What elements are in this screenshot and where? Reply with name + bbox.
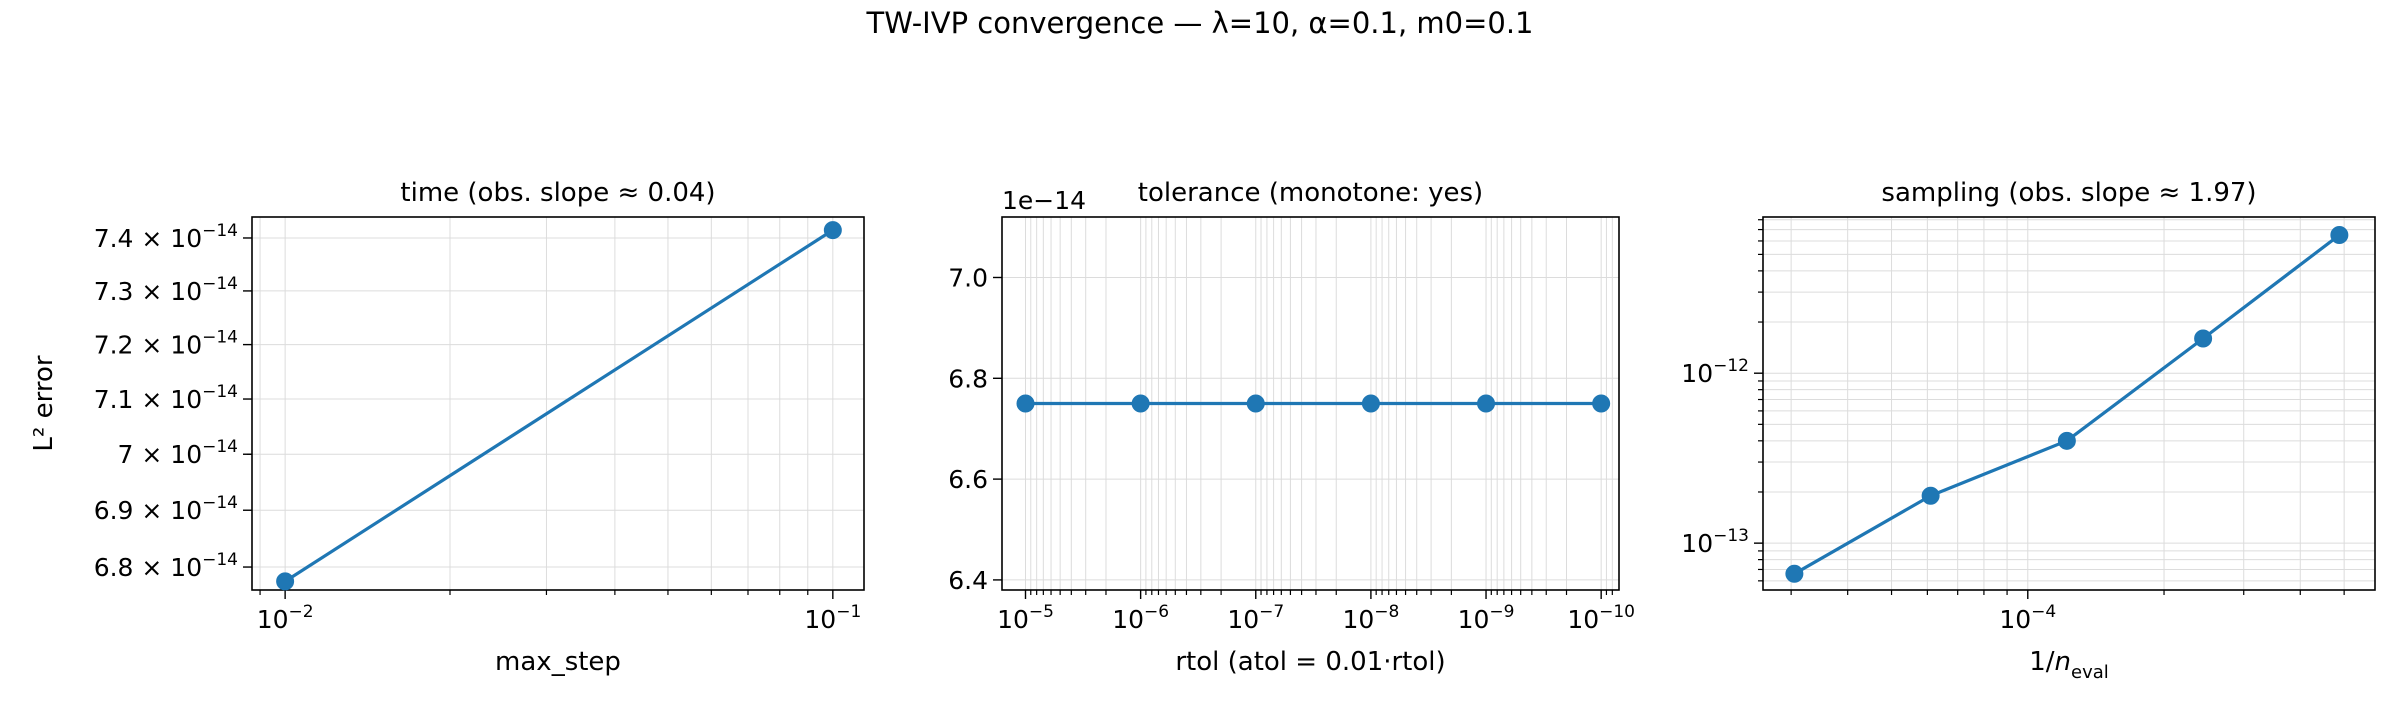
c1-y-tick-label-2: 6.8 — [948, 364, 988, 393]
c2-data-point-0 — [1785, 564, 1804, 583]
c2-axes-frame — [1762, 216, 2376, 591]
c1-data-point-2 — [1246, 394, 1265, 413]
c1-title: tolerance (monotone: yes) — [1138, 178, 1483, 208]
c0-x-tick-label-0: 10−2 — [257, 602, 314, 634]
c2-data-point-3 — [2194, 329, 2213, 348]
c0-y-tick-label-3: 7.1 × 10−14 — [94, 382, 238, 414]
c0-title: time (obs. slope ≈ 0.04) — [400, 178, 715, 208]
panel-time: 10−2 10−1 6.8 × 10−14 6.9 × 10−14 7 × 10−14 7… — [29, 178, 865, 677]
c0-axes-frame — [251, 216, 865, 591]
c1-data-point-5 — [1592, 394, 1611, 413]
c1-x-tick-label-4: 10−9 — [1458, 602, 1515, 634]
c2-series-line — [1793, 233, 2341, 576]
c1-offset-label: 1e−14 — [1002, 186, 1086, 215]
c0-data-point-1 — [823, 221, 842, 240]
c0-xlabel: max_step — [495, 647, 621, 677]
c1-axes-frame — [1001, 216, 1620, 591]
c2-data-point-1 — [1921, 486, 1940, 505]
c0-y-tick-label-5: 7.3 × 10−14 — [94, 274, 238, 306]
c0-y-tick-label-1: 6.9 × 10−14 — [94, 493, 238, 525]
c0-x-tick-label-1: 10−1 — [804, 602, 861, 634]
c2-x-tick-label-0: 10−4 — [1999, 602, 2056, 634]
c2-y-tick-label-0: 10−13 — [1681, 526, 1749, 558]
c0-y-tick-label-2: 7 × 10−14 — [118, 437, 238, 469]
c1-y-tick-label-1: 6.6 — [948, 465, 988, 494]
c0-series-line — [284, 228, 834, 583]
c1-x-tick-label-1: 10−6 — [1112, 602, 1169, 634]
c1-x-tick-label-3: 10−8 — [1342, 602, 1399, 634]
c2-xlabel: 1/neval — [2029, 647, 2109, 683]
c1-data-point-1 — [1131, 394, 1150, 413]
c0-y-tick-label-4: 7.2 × 10−14 — [94, 328, 238, 360]
c1-data-point-4 — [1477, 394, 1496, 413]
c1-x-tick-label-0: 10−5 — [997, 602, 1054, 634]
c2-data-point-4 — [2330, 226, 2349, 245]
c1-x-tick-label-5: 10−10 — [1567, 602, 1635, 634]
panel-tolerance: 10−5 10−6 10−7 10−8 10−9 10−10 6.4 6.6 6.8 7.0 1e−… — [948, 178, 1635, 677]
c1-data-point-3 — [1361, 394, 1380, 413]
c2-y-tick-label-1: 10−12 — [1681, 356, 1749, 388]
panel-sampling: 10−4 10−13 10−12 sampling (obs. slope ≈ 1.9… — [1681, 178, 2376, 683]
c0-ylabel: L² error — [29, 355, 59, 451]
c1-xlabel: rtol (atol = 0.01·rtol) — [1175, 647, 1445, 677]
c2-data-point-2 — [2057, 431, 2076, 450]
c1-data-point-0 — [1016, 394, 1035, 413]
c0-y-tick-label-0: 6.8 × 10−14 — [94, 550, 238, 582]
c1-y-tick-label-0: 6.4 — [948, 566, 988, 595]
c1-x-tick-label-2: 10−7 — [1227, 602, 1284, 634]
c2-title: sampling (obs. slope ≈ 1.97) — [1881, 178, 2256, 208]
c0-y-tick-label-6: 7.4 × 10−14 — [94, 221, 238, 253]
figure-title: TW-IVP convergence — λ=10, α=0.1, m0=0.1 — [866, 6, 1534, 40]
c0-data-point-0 — [276, 572, 295, 591]
c1-y-tick-label-3: 7.0 — [948, 263, 988, 292]
